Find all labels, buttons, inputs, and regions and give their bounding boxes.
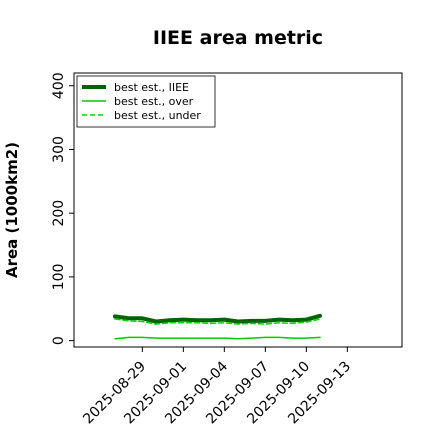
x-axis-ticks: 2025-08-292025-09-012025-09-042025-09-07…	[80, 347, 354, 427]
y-axis-label: Area (1000km2)	[3, 142, 21, 278]
series-layer	[113, 313, 322, 340]
series-line-best-est-over	[114, 336, 321, 340]
y-tick-label: 200	[51, 200, 67, 227]
y-tick-label: 0	[51, 336, 67, 345]
legend-label: best est., over	[114, 95, 194, 108]
y-tick-label: 300	[51, 136, 67, 163]
series-line-best-est-iiee	[113, 313, 322, 324]
y-axis-ticks: 0 100 200 300 400	[51, 72, 74, 345]
series-line-best-est-under	[114, 318, 321, 325]
legend-label: best est., under	[114, 109, 201, 122]
y-tick-label: 100	[51, 264, 67, 291]
plot-frame	[73, 72, 403, 348]
chart-title: IIEE area metric	[153, 27, 323, 49]
y-tick-label: 400	[51, 72, 67, 99]
legend-label: best est., IIEE	[114, 81, 189, 94]
